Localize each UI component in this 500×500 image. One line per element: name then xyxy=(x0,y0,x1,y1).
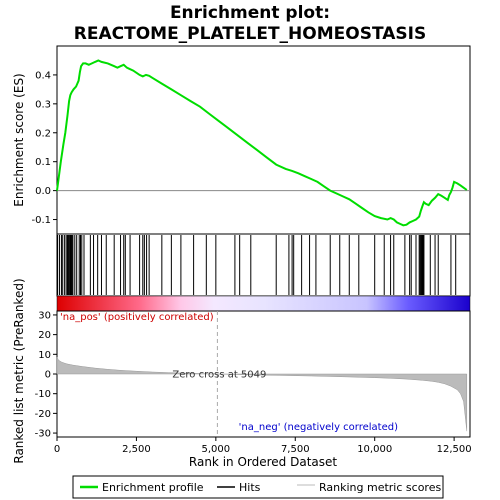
metric-y-tick-label: 10 xyxy=(38,350,51,361)
es-y-tick-label: 0.1 xyxy=(35,157,51,168)
es-y-tick-label: -0.1 xyxy=(31,215,51,226)
x-axis: 0 2,500 5,000 7,500 10,000 12,500 xyxy=(54,437,472,455)
x-tick-label: 2,500 xyxy=(122,444,151,455)
metric-y-tick-label: 20 xyxy=(38,330,51,341)
legend-label: Enrichment profile xyxy=(102,481,204,494)
pos-correlated-label: 'na_pos' (positively correlated) xyxy=(60,312,214,323)
x-axis-title: Rank in Ordered Dataset xyxy=(189,455,337,469)
x-tick-label: 12,500 xyxy=(437,444,472,455)
es-y-tick-label: 0.0 xyxy=(35,186,51,197)
metric-y-tick-label: 30 xyxy=(38,310,51,321)
es-y-axis-title: Enrichment score (ES) xyxy=(12,73,26,206)
es-y-tick-label: 0.4 xyxy=(35,70,51,81)
hits-marks xyxy=(57,235,457,295)
rank-color-bar xyxy=(56,295,471,312)
x-tick-label: 10,000 xyxy=(357,444,392,455)
zero-cross-label: Zero cross at 5049 xyxy=(172,370,266,381)
legend-box xyxy=(72,475,444,499)
chart-title-line2: REACTOME_PLATELET_HOMEOSTASIS xyxy=(74,24,426,44)
metric-y-tick-label: 0 xyxy=(45,370,51,381)
chart-title-line1: Enrichment plot: xyxy=(170,3,330,23)
metric-y-axis-title: Ranked list metric (PreRanked) xyxy=(12,278,26,463)
metric-y-axis: -30 -20 -10 0 10 20 30 xyxy=(35,310,57,440)
metric-y-tick-label: -30 xyxy=(35,429,51,440)
es-y-tick-label: 0.3 xyxy=(35,99,51,110)
es-y-tick-label: 0.2 xyxy=(35,128,51,139)
legend: Enrichment profile Hits Ranking metric sco… xyxy=(80,481,441,494)
es-y-axis: -0.1 0.0 0.1 0.2 0.3 0.4 xyxy=(31,70,57,226)
es-panel xyxy=(56,45,471,235)
enrichment-profile-line xyxy=(56,59,468,227)
legend-label: Hits xyxy=(239,481,261,494)
neg-correlated-label: 'na_neg' (negatively correlated) xyxy=(239,422,398,433)
x-tick-label: 5,000 xyxy=(202,444,231,455)
x-tick-label: 0 xyxy=(54,444,60,455)
hits-panel xyxy=(56,233,471,297)
metric-y-tick-label: -10 xyxy=(35,389,51,400)
legend-label: Ranking metric scores xyxy=(319,481,441,494)
x-tick-label: 7,500 xyxy=(281,444,310,455)
metric-y-tick-label: -20 xyxy=(35,409,51,420)
ranking-metric-area xyxy=(56,357,468,432)
